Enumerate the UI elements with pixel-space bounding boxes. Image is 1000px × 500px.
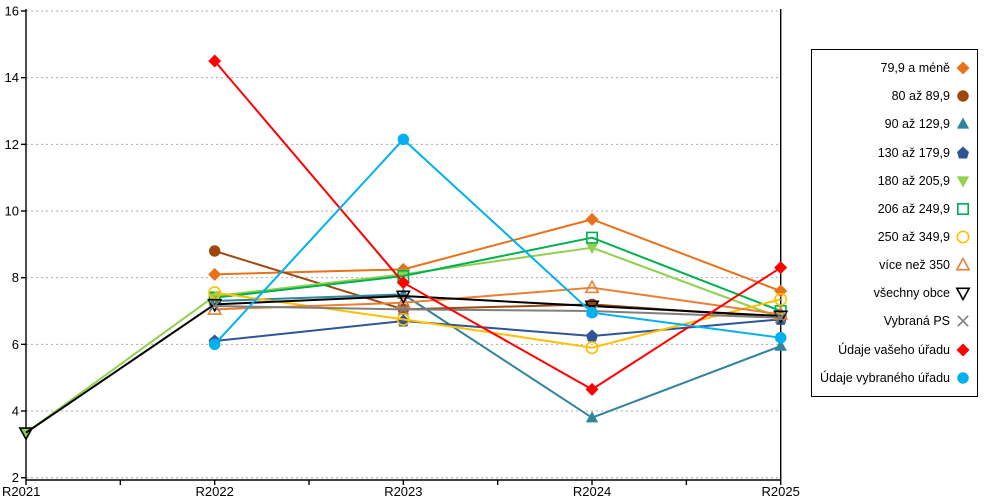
x-tick-label: R2023 [384,484,422,499]
series-line-8 [25,295,781,434]
triangle-down-marker [956,176,970,188]
y-tick-label: 2 [12,470,19,485]
triangle-up-marker [956,117,970,130]
circle-marker [208,338,221,351]
triangle-down-icon [956,176,970,188]
pentagon-marker [957,146,969,159]
x-cross-marker [957,315,969,328]
circle-open-icon [956,230,970,244]
x-cross-marker [774,311,787,324]
x-tick-label: R2024 [573,484,611,499]
circle-marker [397,133,410,146]
x-cross-marker [208,300,221,312]
pentagon-icon [957,146,969,159]
legend-item: Údaje vašeho úřadu [814,342,971,358]
diamond-marker [396,276,410,290]
x-cross-icon [957,315,969,328]
circle-open-marker [956,230,970,244]
legend-item: všechny obce [814,285,971,302]
diamond-marker [956,343,970,357]
legend-item: Údaje vybraného úřadu [814,370,971,386]
series-line-0 [214,218,782,292]
legend-item: 180 až 205,9 [814,173,971,189]
legend-label: 90 až 129,9 [884,117,950,132]
y-tick-label: 12 [5,137,19,152]
triangle-up-open-marker [395,294,411,309]
square-open-marker [957,202,969,215]
legend-item: 250 až 349,9 [814,229,971,245]
legend: 79,9 a méně 80 až 89,9 90 až 129,9 130 až 1… [811,49,978,397]
series-line-7 [214,286,781,316]
x-cross-marker [397,303,410,316]
triangle-up-marker [585,411,599,423]
legend-label: 180 až 205,9 [877,173,950,188]
y-tick-label: 8 [12,270,19,285]
diamond-marker [585,382,599,396]
legend-label: 206 až 249,9 [877,201,950,216]
legend-item: více než 350 [814,257,971,273]
circle-marker [774,331,787,344]
legend-label: 79,9 a méně [880,61,951,76]
x-tick-label: R2025 [762,484,800,499]
circle-open-marker [585,341,599,355]
legend-item: Vybraná PS [814,313,971,329]
y-tick-label: 16 [5,4,19,19]
triangle-down-marker [585,243,599,255]
diamond-marker [956,61,970,75]
triangle-up-open-icon [955,257,971,271]
legend-label: 130 až 179,9 [877,145,950,160]
square-open-icon [957,202,969,215]
legend-label: více než 350 [879,258,950,273]
series-line-2 [214,293,782,419]
legend-label: Údaje vašeho úřadu [838,342,950,357]
circle-open-marker [774,292,788,306]
diamond-marker [585,212,599,226]
legend-label: Vybraná PS [883,314,950,329]
y-tick-label: 4 [12,404,19,419]
x-tick-label: R2022 [196,484,234,499]
series-line-9 [214,305,781,319]
diamond-icon [956,343,970,357]
triangle-down-open-icon [955,287,971,302]
pentagon-marker [586,329,599,342]
circle-marker [957,90,969,102]
legend-label: 80 až 89,9 [891,89,950,104]
diamond-icon [956,61,970,75]
y-tick-label: 14 [5,70,19,85]
legend-item: 80 až 89,9 [814,88,971,104]
diamond-marker [208,267,222,281]
circle-marker [208,245,221,257]
triangle-up-open-marker [584,279,600,294]
triangle-down-open-marker [955,287,971,302]
triangle-up-open-marker [955,257,971,271]
x-tick-label: R2021 [2,484,40,499]
y-tick-label: 10 [5,204,19,219]
triangle-down-open-marker [18,427,34,441]
triangle-up-marker [774,339,787,351]
legend-label: 250 až 349,9 [877,230,950,245]
legend-item: 206 až 249,9 [814,201,971,217]
circle-icon [957,90,969,102]
diamond-marker [208,54,222,68]
legend-item: 90 až 129,9 [814,116,971,132]
triangle-up-icon [956,117,970,130]
circle-marker [586,306,598,319]
y-tick-label: 6 [12,337,19,352]
circle-marker [957,372,969,384]
diamond-marker [774,261,788,275]
series-line-11 [213,138,781,346]
legend-label: všechny obce [873,286,950,301]
triangle-down-open-marker [395,290,411,305]
square-open-marker [586,231,599,244]
legend-label: Údaje vybraného úřadu [820,370,950,385]
legend-item: 130 až 179,9 [814,145,971,161]
circle-icon [957,372,969,384]
circle-open-marker [208,286,222,300]
triangle-up-open-marker [773,306,789,320]
circle-open-marker [396,312,410,326]
legend-item: 79,9 a méně [814,60,971,76]
series-line-5 [214,236,782,312]
series-line-10 [213,60,782,391]
